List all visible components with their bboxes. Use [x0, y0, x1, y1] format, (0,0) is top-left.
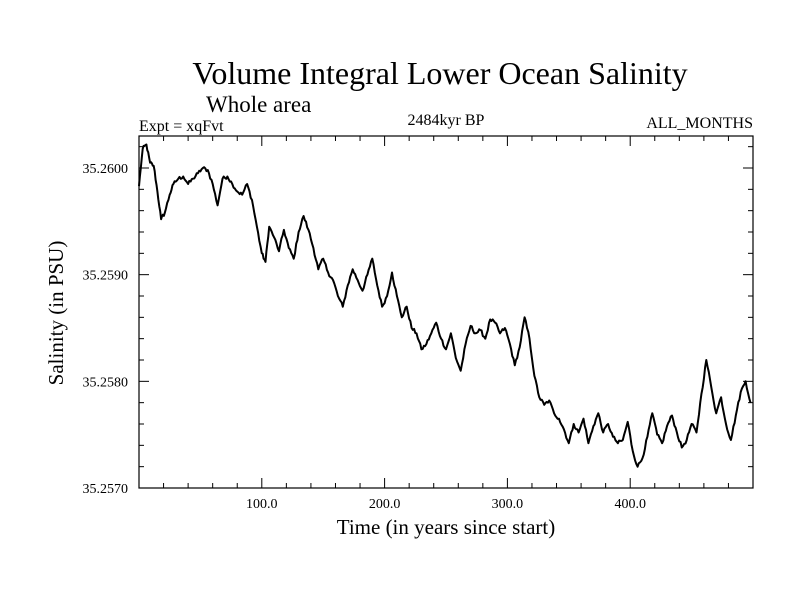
y-tick-labels: 35.2570 35.2580 35.2590 35.2600 — [83, 162, 129, 497]
x-axis-label: Time (in years since start) — [337, 515, 556, 539]
chart-title: Volume Integral Lower Ocean Salinity — [192, 55, 687, 91]
y-tick-label: 35.2590 — [83, 269, 129, 284]
axis-ticks — [139, 136, 753, 488]
x-tick-label: 300.0 — [492, 497, 524, 512]
y-axis-label: Salinity (in PSU) — [44, 241, 68, 386]
y-tick-label: 35.2600 — [83, 162, 129, 177]
x-tick-label: 200.0 — [369, 497, 401, 512]
x-tick-labels: 100.0 200.0 300.0 400.0 — [246, 497, 646, 512]
x-tick-label: 100.0 — [246, 497, 278, 512]
months-label: ALL_MONTHS — [646, 115, 753, 132]
y-tick-label: 35.2580 — [83, 375, 129, 390]
salinity-series-line — [138, 143, 752, 468]
plot-frame — [138, 135, 754, 489]
y-tick-label: 35.2570 — [83, 482, 129, 497]
x-tick-label: 400.0 — [614, 497, 646, 512]
period-label: 2484kyr BP — [408, 112, 485, 129]
experiment-label: Expt = xqFvt — [139, 118, 224, 135]
chart-subtitle: Whole area — [206, 92, 311, 117]
